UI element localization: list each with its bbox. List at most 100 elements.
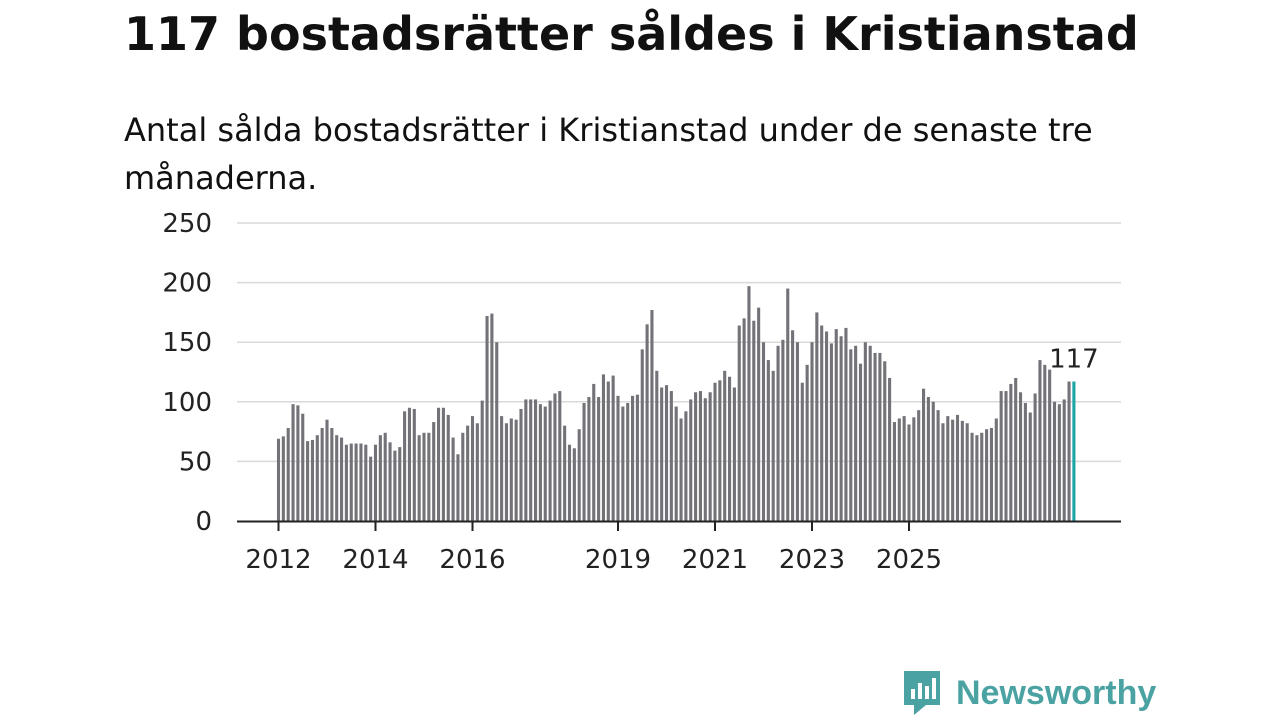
bar-latest xyxy=(1072,381,1076,521)
bar xyxy=(694,392,698,521)
bar xyxy=(577,429,581,521)
bar xyxy=(373,444,378,521)
bar xyxy=(1043,364,1047,521)
bar xyxy=(456,454,460,521)
bar xyxy=(825,331,829,521)
bar xyxy=(403,411,407,521)
bar xyxy=(970,432,974,521)
bar xyxy=(485,315,489,521)
bar xyxy=(466,425,470,521)
bar xyxy=(761,342,766,521)
gridlines xyxy=(237,222,1121,463)
bar xyxy=(422,432,426,521)
bar xyxy=(1009,383,1013,521)
bar xyxy=(480,400,484,521)
bar xyxy=(364,444,368,521)
bar xyxy=(412,408,416,521)
bar xyxy=(286,428,290,521)
bar xyxy=(1033,393,1037,521)
bar xyxy=(359,443,363,521)
bar xyxy=(432,422,436,521)
bar xyxy=(446,414,450,521)
x-tick-label: 2021 xyxy=(682,545,748,575)
bar xyxy=(980,432,984,521)
bar xyxy=(674,406,678,521)
bar xyxy=(989,428,993,521)
bar xyxy=(626,402,630,521)
bar xyxy=(606,381,610,521)
bar xyxy=(776,345,780,521)
bar xyxy=(509,418,513,521)
bar xyxy=(1052,401,1057,521)
bar xyxy=(888,377,892,521)
bars xyxy=(276,286,1076,521)
bar xyxy=(878,352,882,521)
bar xyxy=(926,397,930,521)
bar xyxy=(752,320,756,521)
bar xyxy=(616,395,620,521)
x-tick-label: 2012 xyxy=(245,545,311,575)
bar xyxy=(495,342,499,521)
bar xyxy=(296,405,300,521)
bar xyxy=(791,330,795,521)
bar xyxy=(393,450,397,521)
bar xyxy=(519,408,523,521)
bar xyxy=(955,414,960,521)
chart-title: 117 bostadsrätter såldes i Kristianstad xyxy=(124,7,1139,61)
bar xyxy=(475,423,479,521)
bar xyxy=(839,336,843,521)
bar xyxy=(587,397,591,521)
bar xyxy=(941,423,945,521)
bar xyxy=(582,402,586,521)
newsworthy-logo-icon xyxy=(904,671,940,715)
bar xyxy=(946,416,950,521)
bar xyxy=(650,310,654,521)
bar xyxy=(417,435,421,521)
bar xyxy=(936,410,940,521)
bar xyxy=(369,456,373,521)
bar xyxy=(863,342,867,521)
bar xyxy=(805,364,809,521)
bar xyxy=(572,448,576,521)
bar xyxy=(892,422,896,521)
bar xyxy=(708,392,712,521)
bar xyxy=(689,399,693,521)
bar xyxy=(679,418,683,521)
bar xyxy=(713,382,717,521)
bar xyxy=(398,447,402,521)
bar xyxy=(1062,399,1066,521)
bar xyxy=(1057,404,1061,521)
y-tick-label: 50 xyxy=(179,447,212,477)
bar xyxy=(514,419,518,521)
newsworthy-logo: Newsworthy xyxy=(902,668,1156,718)
bar xyxy=(601,374,605,521)
last-value-label: 117 xyxy=(1049,345,1099,375)
x-tick-label: 2023 xyxy=(779,545,845,575)
y-tick-label: 150 xyxy=(162,328,212,358)
bar xyxy=(1023,402,1027,521)
bar xyxy=(810,342,814,521)
bar xyxy=(330,428,334,521)
bar xyxy=(320,428,324,521)
bar xyxy=(378,435,382,521)
x-tick-label: 2019 xyxy=(585,545,651,575)
bar xyxy=(461,432,465,521)
bar xyxy=(965,423,969,521)
chart-subtitle: Antal sålda bostadsrätter i Kristianstad… xyxy=(124,111,1093,197)
bar xyxy=(548,400,552,521)
bar xyxy=(388,442,392,521)
bar xyxy=(524,399,528,521)
bar xyxy=(883,361,887,521)
bar xyxy=(951,419,955,521)
bar xyxy=(907,424,911,521)
bar xyxy=(815,312,819,521)
bar xyxy=(829,343,833,521)
bar xyxy=(1019,392,1023,521)
bar xyxy=(732,387,736,521)
bar xyxy=(723,370,727,521)
bar xyxy=(975,435,979,521)
x-tick-label: 2016 xyxy=(439,545,505,575)
bar xyxy=(354,443,358,521)
bar xyxy=(747,286,751,521)
bar xyxy=(684,411,688,521)
